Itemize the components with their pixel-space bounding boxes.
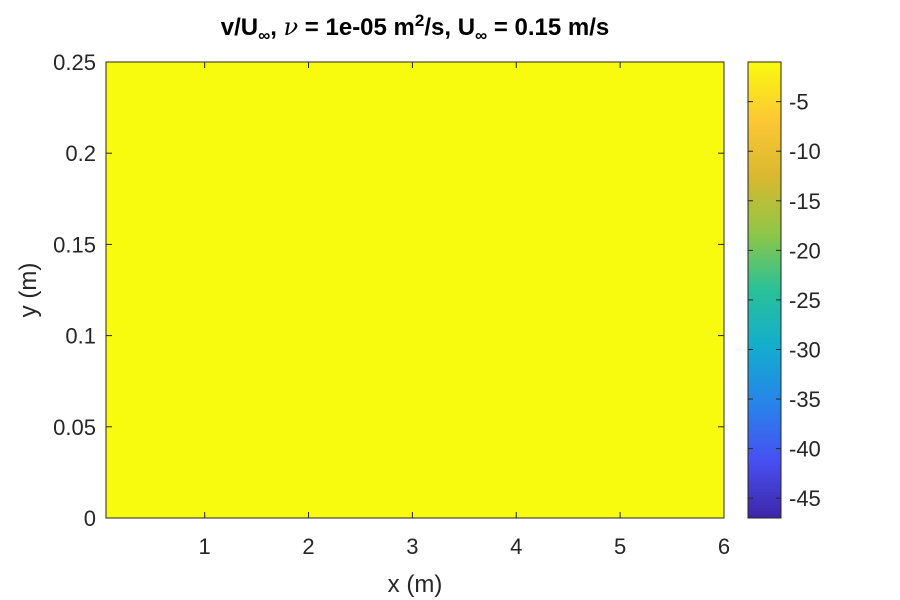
colorbar: -45 -40 -35 -30 -25 -20 -15 -10 -5 [747, 61, 821, 519]
plot-frame [105, 61, 725, 519]
x-axis-label: x (m) [388, 571, 443, 598]
colorbar-tick-label: -45 [789, 486, 821, 511]
y-tick-label: 0.2 [65, 141, 96, 166]
y-tick-label: 0.15 [53, 232, 96, 257]
y-tick-label: 0.1 [65, 324, 96, 349]
colorbar-tick-label: -10 [789, 139, 821, 164]
y-tick-label: 0 [84, 506, 96, 531]
colorbar-tick-label: -25 [789, 288, 821, 313]
colorbar-tick-label: -20 [789, 238, 821, 263]
title-part2: , [270, 14, 284, 41]
plot-area [106, 62, 724, 518]
colorbar-tick-label: -35 [789, 387, 821, 412]
colorbar-frame [747, 61, 782, 519]
title-sub1: ∞ [258, 26, 271, 45]
colorbar-tick-label: -5 [789, 90, 809, 115]
title-sup: 2 [414, 11, 425, 30]
y-ticks: 0 0.05 0.1 0.15 0.2 0.25 [53, 50, 724, 531]
chart-title: v/U∞, ν = 1e-05 m2/s, U∞ = 0.15 m/s [106, 11, 724, 45]
x-tick-label: 5 [614, 534, 626, 559]
colorbar-tick-label: -40 [789, 437, 821, 462]
colorbar-ticks: -45 -40 -35 -30 -25 -20 -15 -10 -5 [748, 90, 821, 511]
heatmap-image [106, 62, 724, 518]
title-nu-symbol: ν [283, 13, 299, 41]
title-part4: /s, U [424, 14, 476, 41]
colorbar-image [748, 62, 781, 518]
x-ticks: 1 2 3 4 5 6 [199, 62, 730, 559]
colorbar-tick-label: -30 [789, 337, 821, 362]
title-part5: = 0.15 m/s [487, 14, 610, 41]
y-tick-label: 0.25 [53, 50, 96, 75]
y-tick-label: 0.05 [53, 415, 96, 440]
colorbar-tick-label: -15 [789, 189, 821, 214]
x-tick-label: 1 [199, 534, 211, 559]
title-sub2: ∞ [475, 26, 488, 45]
x-tick-label: 2 [302, 534, 314, 559]
x-tick-label: 4 [510, 534, 522, 559]
y-axis-label: y (m) [15, 263, 42, 318]
x-tick-label: 6 [718, 534, 730, 559]
title-part3: = 1e-05 m [298, 14, 415, 41]
x-tick-label: 3 [406, 534, 418, 559]
title-part1: v/U [220, 14, 259, 41]
